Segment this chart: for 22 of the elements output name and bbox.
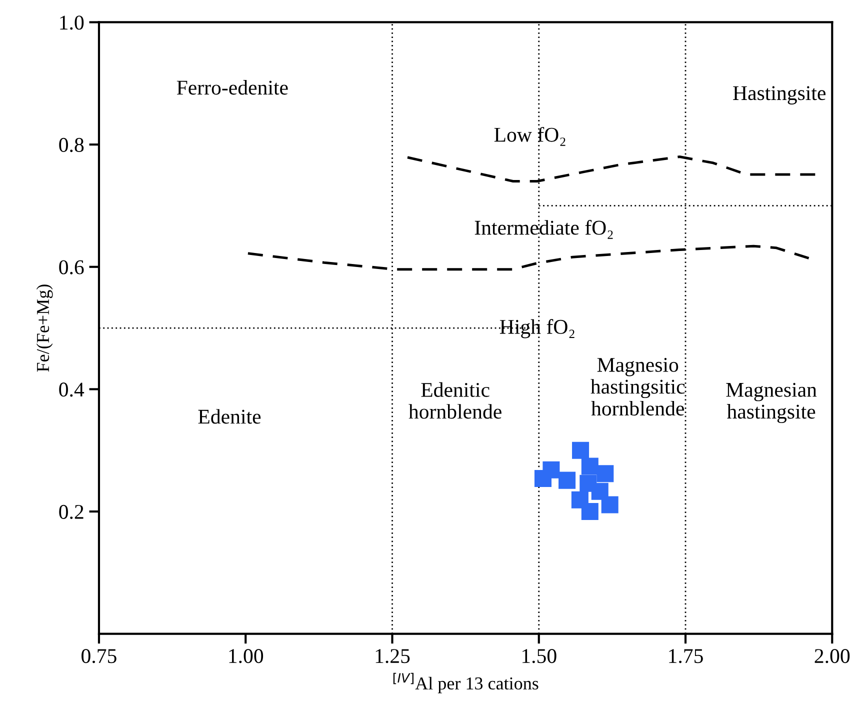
- annotation: Intermediate fO₂: [474, 220, 613, 239]
- y-tick-label: 0.6: [59, 260, 84, 274]
- x-axis-title: $^{[IV]}$Al per 13 cations: [393, 672, 538, 694]
- x-tick-label: 1.50: [522, 649, 556, 664]
- annotation: Edenitic hornblende: [408, 382, 502, 419]
- annotation: Hastingsite: [733, 86, 826, 104]
- x-tick-label: 1.25: [376, 649, 410, 664]
- annotation: Magnesian hastingsite: [726, 382, 817, 424]
- y-tick-label: 0.8: [59, 138, 84, 152]
- x-tick-label: 1.00: [229, 649, 264, 664]
- annotation: Low fO₂: [494, 126, 566, 146]
- y-tick-label: 0.4: [59, 382, 84, 397]
- y-tick-label: 1.0: [60, 16, 84, 30]
- y-tick-label: 0.2: [59, 504, 84, 520]
- annotation: Magnesio hastingsitic hornblende: [590, 358, 685, 416]
- x-tick-label: 0.75: [82, 649, 116, 664]
- y-axis-title: Fe/(Fe+Mg): [36, 284, 53, 372]
- x-tick-label: 1.75: [669, 649, 703, 664]
- annotation: Ferro-edenite: [176, 80, 288, 95]
- annotation: Edenite: [198, 409, 261, 424]
- annotation: High fO₂: [500, 319, 574, 338]
- x-tick-label: 2.00: [814, 649, 850, 664]
